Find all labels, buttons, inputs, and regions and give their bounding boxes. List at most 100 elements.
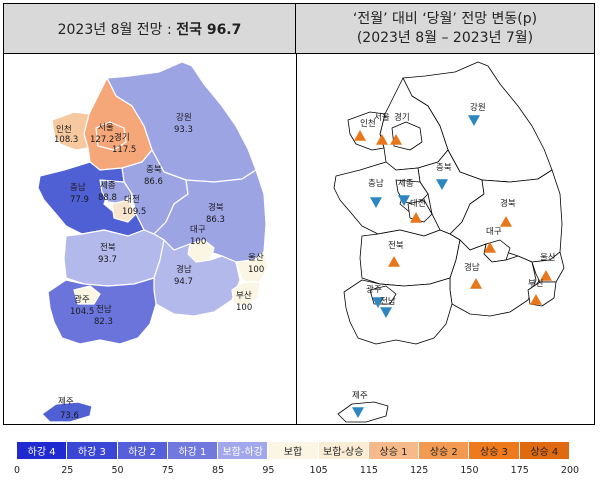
label-busan: 부산 — [236, 290, 252, 301]
legend-tick: 25 — [61, 465, 74, 476]
change-label-세종: 세종 — [398, 179, 414, 189]
label-seoul: 서울 — [98, 123, 114, 133]
marker-충남 — [370, 197, 382, 208]
legend-segment: 상승 3 — [469, 442, 520, 459]
legend-segment: 하강 4 — [17, 442, 68, 459]
label-jeju: 제주 — [58, 397, 74, 407]
change-label-충남: 충남 — [368, 179, 384, 189]
legend-tick: 200 — [560, 465, 580, 476]
value-chungbuk: 86.6 — [144, 177, 163, 187]
legend-bar: 하강 4 하강 3 하강 2 하강 1 보합-하강 보합 보합-상승 상승 1 상승 2 상승 3… — [17, 442, 570, 459]
change-label-강원: 강원 — [470, 102, 486, 113]
outer-frame: 2023년 8월 전망 : 전국 96.7 ‘전월’ 대비 ‘당월’ 전망 변동… — [3, 3, 595, 425]
legend-tick: 95 — [262, 465, 275, 476]
marker-경북 — [500, 216, 512, 227]
region-jeju — [41, 401, 93, 423]
left-panel-title: 2023년 8월 전망 : 전국 96.7 — [58, 19, 242, 39]
legend-segment: 보합-하강 — [218, 442, 269, 459]
label-chungnam: 충남 — [70, 183, 86, 193]
legend-segment: 보합 — [268, 442, 319, 459]
legend-tick: 85 — [212, 465, 225, 476]
label-gyeongnam: 경남 — [176, 264, 192, 275]
legend-segment: 하강 2 — [117, 442, 168, 459]
marker-세종 — [398, 195, 410, 206]
region-seoul — [95, 121, 127, 151]
marker-서울 — [376, 134, 388, 145]
value-seoul: 127.2 — [90, 135, 114, 145]
legend-tick: 50 — [111, 465, 124, 476]
change-label-광주: 광주 — [366, 284, 382, 295]
marker-광주 — [372, 297, 384, 308]
marker-인천 — [354, 130, 366, 141]
label-daegu: 대구 — [190, 225, 206, 235]
change-label-경남: 경남 — [464, 262, 480, 273]
marker-전북 — [388, 256, 400, 267]
value-jeju: 73.6 — [60, 411, 79, 421]
value-gyeongnam: 94.7 — [174, 277, 193, 287]
value-chungnam: 77.9 — [70, 195, 89, 205]
marker-제주 — [352, 407, 364, 418]
region-ulsan — [235, 251, 269, 283]
label-gangwon: 강원 — [176, 112, 192, 123]
legend-segment: 하강 1 — [167, 442, 219, 459]
legend-tick: 0 — [13, 465, 21, 476]
right-panel-title-line1: ‘전월’ 대비 ‘당월’ 전망 변동(p) — [352, 10, 538, 27]
legend-tick: 115 — [359, 465, 378, 476]
region-daejeon — [111, 199, 137, 223]
change-label-경북: 경북 — [500, 198, 516, 209]
change-label-부산: 부산 — [528, 278, 544, 289]
label-sejong: 세종 — [100, 181, 116, 191]
value-gyeonggi: 117.5 — [112, 145, 136, 155]
label-daejeon: 대전 — [124, 194, 140, 205]
legend-ticks: 0 25 50 75 85 95 105 115 125 150 175 200 — [0, 465, 600, 479]
label-gwangju: 광주 — [74, 294, 90, 305]
change-label-대구: 대구 — [486, 227, 502, 237]
left-panel-header: 2023년 8월 전망 : 전국 96.7 — [4, 4, 296, 54]
value-gangwon: 93.3 — [174, 125, 193, 135]
region-gwangju — [73, 285, 101, 305]
value-daegu: 100 — [190, 237, 206, 247]
change-label-울산: 울산 — [540, 252, 556, 263]
change-label-충북: 충북 — [436, 163, 452, 173]
change-label-서울: 서울 — [374, 113, 390, 123]
marker-경남 — [470, 278, 482, 289]
change-label-전남: 전남 — [380, 296, 396, 307]
value-busan: 100 — [236, 303, 252, 313]
marker-충북 — [436, 179, 448, 190]
legend-tick: 175 — [510, 465, 529, 476]
panel-divider — [296, 53, 297, 424]
value-gwangju: 104.5 — [70, 307, 94, 317]
label-chungbuk: 충북 — [146, 165, 162, 175]
right-panel-header: ‘전월’ 대비 ‘당월’ 전망 변동(p) (2023년 8월 – 2023년 … — [296, 4, 594, 54]
legend-tick: 105 — [309, 465, 328, 476]
value-sejong: 88.8 — [98, 193, 117, 203]
value-incheon: 108.3 — [54, 135, 78, 145]
legend-segment: 상승 2 — [419, 442, 470, 459]
legend-tick: 75 — [161, 465, 174, 476]
value-jeonnam: 82.3 — [94, 317, 113, 327]
legend-segment: 상승 1 — [368, 442, 420, 459]
label-incheon: 인천 — [56, 124, 72, 135]
marker-전남 — [380, 307, 392, 318]
marker-대전 — [410, 212, 422, 223]
left-title-national: 전국 96.7 — [176, 21, 242, 38]
label-ulsan: 울산 — [248, 252, 264, 263]
marker-부산 — [530, 294, 542, 305]
marker-경기 — [390, 134, 402, 145]
legend-tick: 125 — [410, 465, 429, 476]
legend-segment: 하강 3 — [67, 442, 118, 459]
left-title-prefix: 2023년 8월 전망 : — [57, 21, 177, 38]
region-incheon — [51, 111, 90, 151]
marker-대구 — [484, 242, 496, 253]
marker-강원 — [468, 115, 480, 126]
change-label-경기: 경기 — [394, 112, 410, 123]
legend-tick: 150 — [460, 465, 479, 476]
legend-segment: 보합-상승 — [318, 442, 369, 459]
label-gyeongbuk: 경북 — [208, 202, 224, 213]
change-label-인천: 인천 — [360, 118, 376, 129]
label-gyeonggi: 경기 — [114, 132, 130, 143]
change-label-제주: 제주 — [352, 391, 368, 401]
